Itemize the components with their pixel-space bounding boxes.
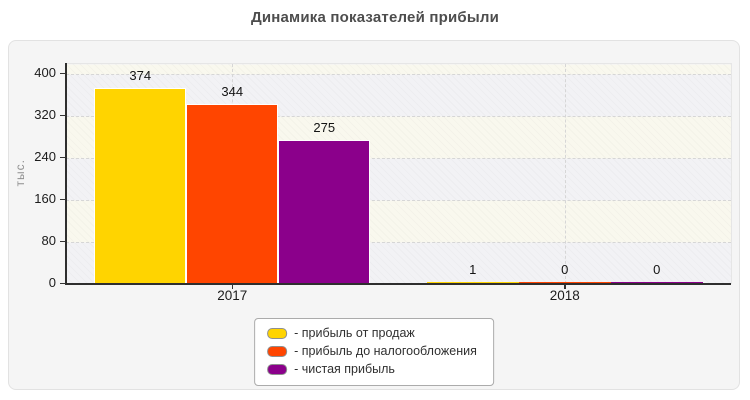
grid-line-v [564, 64, 566, 284]
page-title: Динамика показателей прибыли [250, 9, 500, 26]
grid-line-h [66, 242, 731, 244]
bar [278, 139, 371, 284]
x-axis-line [65, 283, 731, 285]
bar [186, 103, 279, 284]
y-tick-label: 80 [41, 233, 56, 249]
y-tick-label: 400 [34, 65, 56, 81]
value-label: 374 [129, 68, 152, 84]
y-tick-label: 160 [34, 191, 56, 207]
value-label: 0 [653, 261, 661, 277]
value-label: 275 [313, 119, 336, 135]
x-tick-mark [564, 284, 566, 289]
y-axis-line [65, 63, 67, 284]
legend-item: - прибыль от продаж [267, 326, 477, 341]
legend-swatch [267, 364, 288, 375]
y-axis-title: тыс. [11, 63, 29, 283]
chart-panel: 374 344 275 1 0 0 тыс. - прибыль от продаж - п… [8, 40, 740, 390]
y-tick-mark [60, 282, 66, 284]
grid-line-h [66, 158, 731, 160]
bar [518, 281, 611, 284]
y-tick-label: 320 [34, 107, 56, 123]
plot-area: 374 344 275 1 0 0 [66, 63, 732, 284]
grid-line-h [66, 116, 731, 118]
grid-line-h [66, 74, 731, 76]
legend-label: - чистая прибыль [294, 362, 395, 376]
legend-label: - прибыль от продаж [294, 326, 415, 340]
legend-item: - чистая прибыль [267, 362, 477, 377]
legend-label: - прибыль до налогообложения [294, 344, 477, 358]
bar [94, 88, 187, 284]
legend: - прибыль от продаж - прибыль до налогооб… [254, 318, 494, 386]
legend-swatch [267, 346, 288, 357]
y-tick-label: 0 [48, 275, 56, 290]
x-tick-label: 2018 [549, 288, 580, 303]
y-tick-mark [60, 156, 66, 159]
value-label: 1 [469, 261, 477, 277]
y-tick-mark [60, 72, 66, 75]
x-tick-label: 2017 [217, 288, 248, 303]
y-tick-mark [60, 240, 66, 243]
legend-swatch [267, 328, 288, 339]
legend-item: - прибыль до налогообложения [267, 344, 477, 359]
grid-line-h [66, 200, 731, 202]
value-label: 0 [561, 261, 569, 277]
x-tick-mark [231, 284, 233, 289]
y-tick-label: 240 [34, 149, 56, 165]
bar [426, 281, 519, 284]
y-tick-mark [60, 198, 66, 201]
y-tick-mark [60, 114, 66, 117]
bar [610, 281, 703, 284]
value-label: 344 [221, 83, 244, 99]
